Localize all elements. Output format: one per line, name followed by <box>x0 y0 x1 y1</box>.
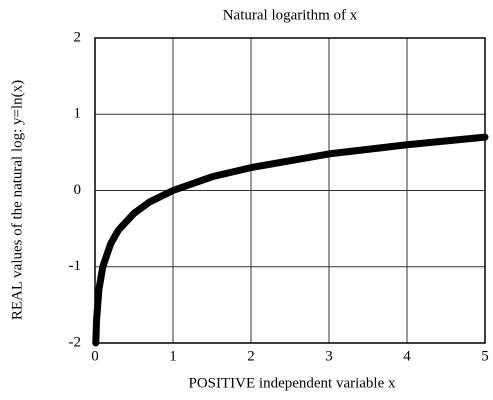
chart-title: Natural logarithm of x <box>223 7 358 23</box>
x-tick-label: 5 <box>481 348 489 364</box>
y-tick-label: 0 <box>74 182 82 198</box>
plot-frame <box>94 37 486 344</box>
y-axis-label: REAL values of the natural log: y=ln(x) <box>9 80 25 320</box>
x-tick-label: 3 <box>325 348 333 364</box>
x-tick-label: 2 <box>247 348 255 364</box>
x-tick-label: 0 <box>91 348 99 364</box>
x-axis-label: POSITIVE independent variable x <box>188 375 396 391</box>
x-tick-label: 1 <box>169 348 177 364</box>
x-tick-label: 4 <box>403 348 411 364</box>
y-tick-label: 1 <box>74 106 82 122</box>
y-tick-label: -1 <box>69 258 82 274</box>
y-tick-label: 2 <box>74 29 82 45</box>
y-tick-label: -2 <box>69 334 82 350</box>
line <box>92 133 489 347</box>
